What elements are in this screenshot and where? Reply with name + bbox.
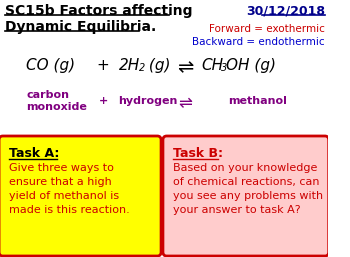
Text: Forward = exothermic: Forward = exothermic (209, 24, 325, 34)
Text: Give three ways to
ensure that a high
yield of methanol is
made is this reaction: Give three ways to ensure that a high yi… (9, 163, 130, 215)
Text: Based on your knowledge
of chemical reactions, can
you see any problems with
you: Based on your knowledge of chemical reac… (173, 163, 323, 215)
Text: CO (g): CO (g) (26, 58, 75, 73)
Text: ⇌: ⇌ (178, 94, 192, 112)
Text: Backward = endothermic: Backward = endothermic (192, 37, 325, 47)
Text: 2H: 2H (119, 58, 140, 73)
Text: 30/12/2018: 30/12/2018 (246, 4, 325, 17)
Text: 3: 3 (221, 63, 227, 73)
Text: ⇌: ⇌ (177, 58, 194, 77)
Text: Task A:: Task A: (9, 147, 60, 160)
Text: +: + (98, 96, 108, 106)
Text: SC15b Factors affecting: SC15b Factors affecting (5, 4, 192, 18)
Text: Dynamic Equilibria.: Dynamic Equilibria. (5, 20, 156, 34)
FancyBboxPatch shape (0, 136, 161, 256)
Text: carbon
monoxide: carbon monoxide (26, 90, 87, 112)
Text: hydrogen: hydrogen (118, 96, 178, 106)
Text: OH (g): OH (g) (226, 58, 276, 73)
Text: methanol: methanol (228, 96, 287, 106)
Text: 2: 2 (139, 63, 145, 73)
Text: CH: CH (201, 58, 223, 73)
FancyBboxPatch shape (163, 136, 329, 256)
Text: (g): (g) (144, 58, 171, 73)
Text: Task B:: Task B: (173, 147, 223, 160)
Text: +: + (97, 58, 110, 73)
